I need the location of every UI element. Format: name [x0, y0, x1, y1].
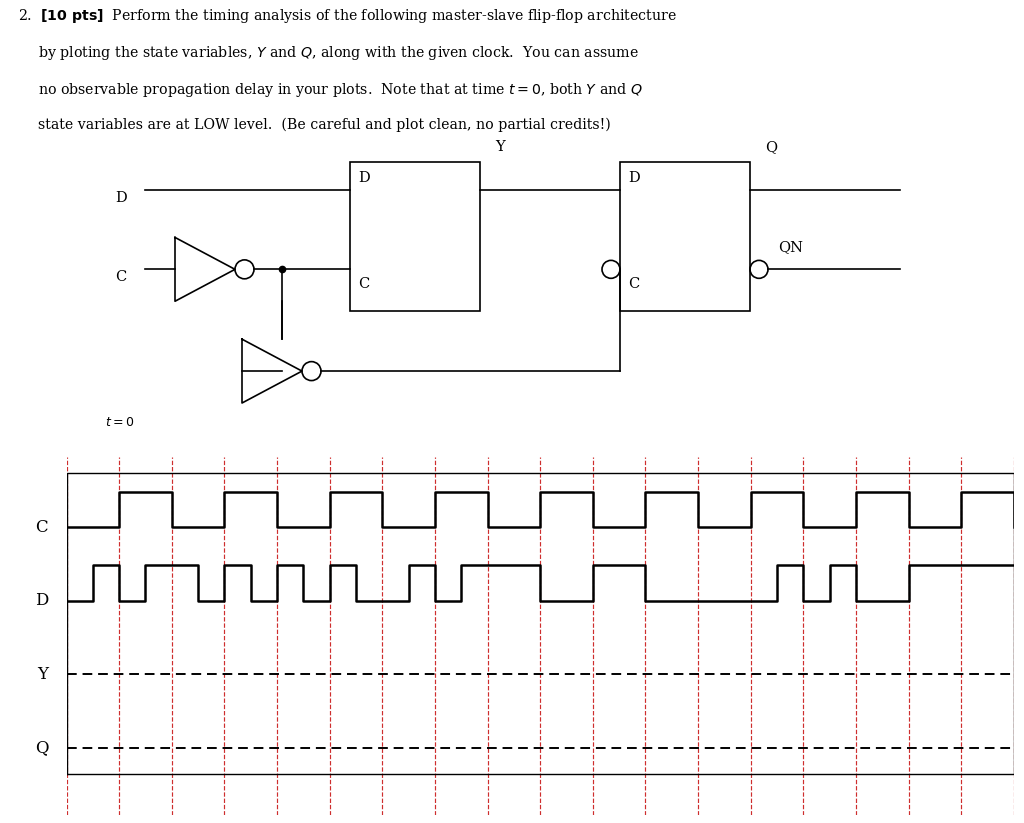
Text: no observable propagation delay in your plots.  Note that at time $t = 0$, both : no observable propagation delay in your …	[38, 81, 643, 99]
Bar	[350, 161, 480, 311]
Text: state variables are at LOW level.  (Be careful and plot clean, no partial credit: state variables are at LOW level. (Be ca…	[38, 118, 610, 133]
Text: QN: QN	[778, 240, 803, 254]
Text: Y: Y	[495, 140, 505, 154]
Text: Q: Q	[35, 739, 48, 756]
Text: by ploting the state variables, $Y$ and $Q$, along with the given clock.  You ca: by ploting the state variables, $Y$ and …	[38, 44, 639, 62]
Text: C: C	[628, 277, 639, 291]
Text: C: C	[358, 277, 370, 291]
Text: Y: Y	[37, 666, 48, 682]
Text: 2.  $\mathbf{[10\ pts]}$  Perform the timing analysis of the following master-sl: 2. $\mathbf{[10\ pts]}$ Perform the timi…	[18, 7, 677, 25]
Text: $t=0$: $t=0$	[105, 416, 134, 429]
Text: D: D	[115, 190, 127, 205]
Bar	[620, 161, 750, 311]
Text: Q: Q	[765, 140, 777, 154]
Text: D: D	[358, 170, 370, 184]
Text: D: D	[35, 592, 48, 609]
Text: C: C	[36, 518, 48, 536]
Text: C: C	[115, 270, 126, 284]
Text: D: D	[628, 170, 640, 184]
